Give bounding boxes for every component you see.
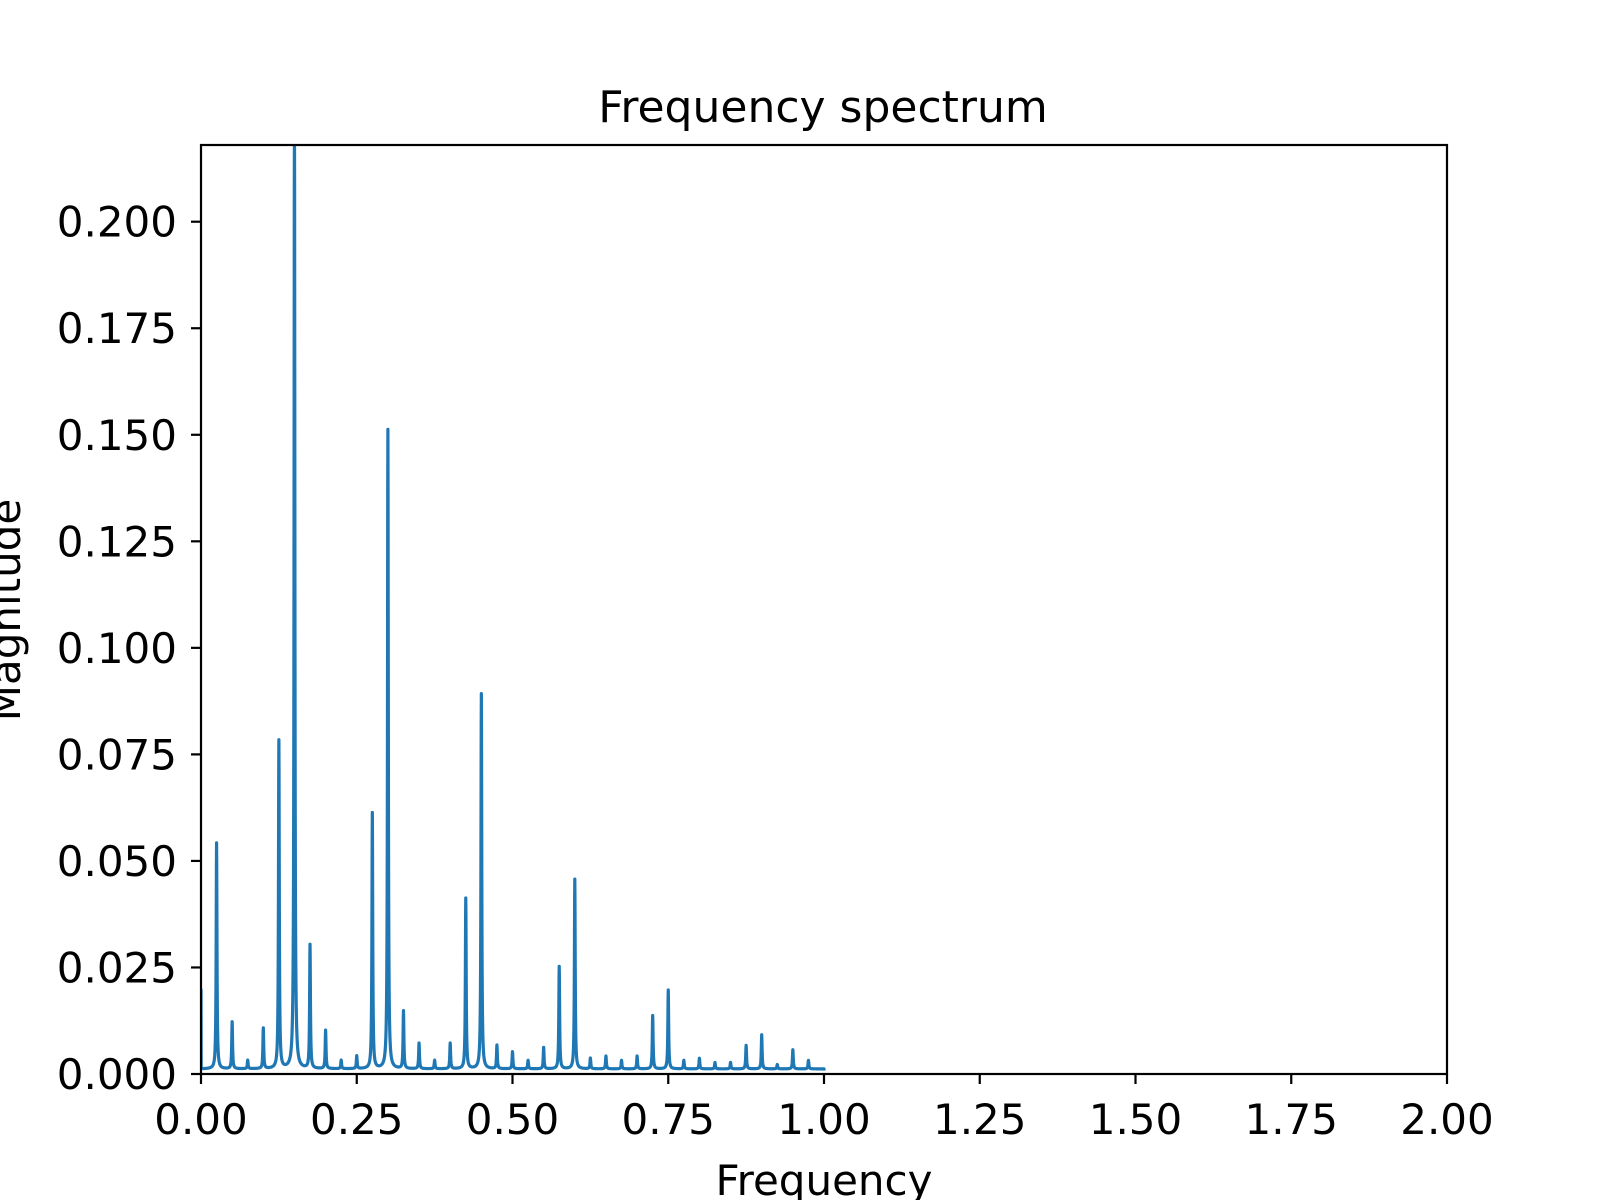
y-tick-label: 0.000 (57, 1050, 177, 1099)
x-tick-label: 1.25 (933, 1095, 1027, 1144)
x-tick-label: 2.00 (1400, 1095, 1494, 1144)
y-tick-label: 0.175 (57, 304, 177, 353)
x-tick-label: 0.25 (310, 1095, 404, 1144)
y-tick-label: 0.075 (57, 730, 177, 779)
x-tick-label: 1.00 (777, 1095, 871, 1144)
plot-area (201, 145, 826, 1071)
y-tick-label: 0.100 (57, 624, 177, 673)
y-tick-label: 0.050 (57, 837, 177, 886)
y-axis-label: Magnitude (0, 499, 30, 722)
y-tick-label: 0.150 (57, 411, 177, 460)
y-axis: 0.000 0.025 0.050 0.075 0.100 0.125 0.150 0.175… (57, 198, 201, 1099)
x-tick-label: 1.50 (1089, 1095, 1183, 1144)
x-tick-label: 0.50 (466, 1095, 560, 1144)
chart-title: Frequency spectrum (598, 82, 1048, 133)
x-tick-label: 0.75 (621, 1095, 715, 1144)
x-axis: 0.00 0.25 0.50 0.75 1.00 1.25 1.50 1.75 2.00 (154, 1074, 1494, 1144)
magnitude-series-line (201, 145, 826, 1071)
y-tick-label: 0.200 (57, 198, 177, 247)
x-axis-label: Frequency (716, 1156, 933, 1200)
y-tick-label: 0.025 (57, 943, 177, 992)
y-tick-label: 0.125 (57, 517, 177, 566)
x-tick-label: 0.00 (154, 1095, 248, 1144)
x-tick-label: 1.75 (1244, 1095, 1338, 1144)
